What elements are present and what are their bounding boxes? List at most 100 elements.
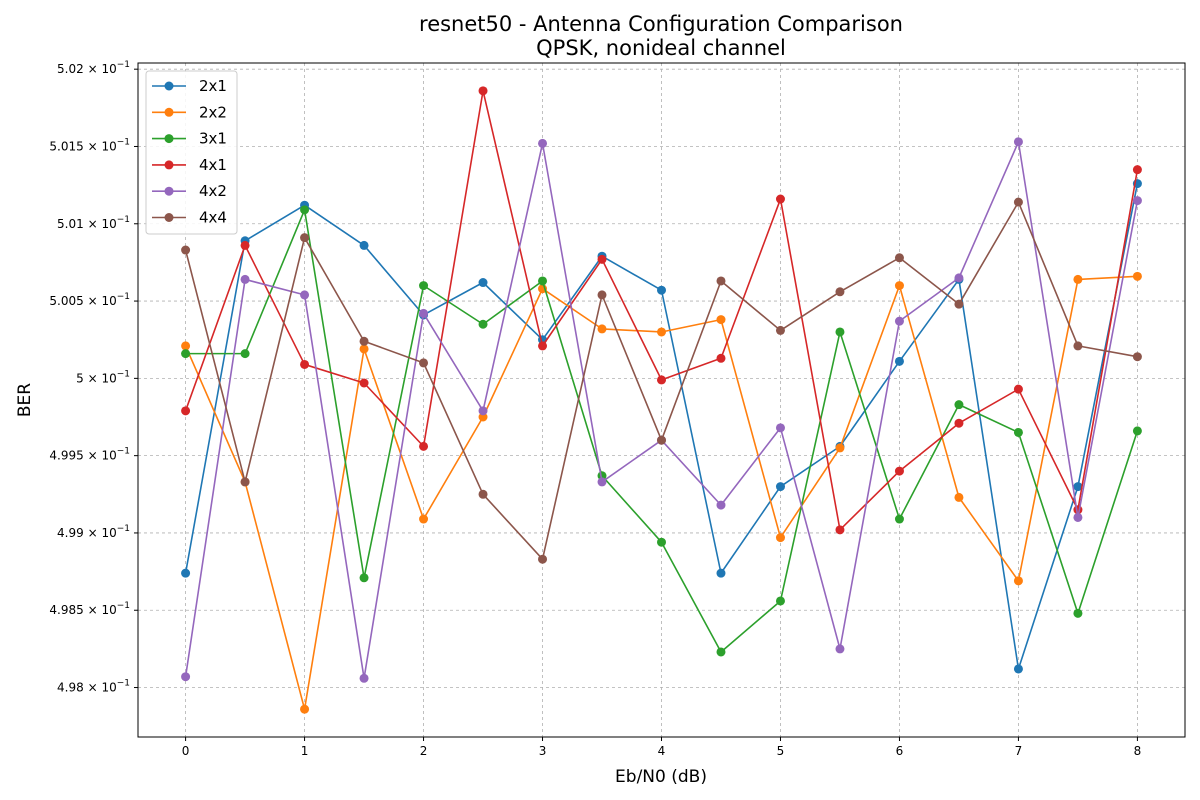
data-point [181,672,191,682]
y-tick-exponent: −1 [117,601,130,611]
y-tick-mantissa: 5.015 [49,139,83,153]
data-point [419,281,429,291]
y-tick-mantissa: 5 [76,371,84,385]
y-tick-label: 5.01 × 10−1 [57,215,130,231]
y-tick-times: × 10 [84,217,117,231]
data-point [954,299,964,309]
grid [138,63,1185,737]
y-tick-exponent: −1 [117,369,130,379]
data-point [419,308,429,318]
y-tick-label: 5.02 × 10−1 [57,60,130,76]
legend-marker [164,81,174,91]
legend-label: 4x4 [199,209,227,227]
chart-title: resnet50 - Antenna Configuration Compari… [419,12,903,36]
data-point [894,253,904,263]
data-point [657,285,666,295]
x-tick-label: 3 [539,744,547,758]
chart-subtitle: QPSK, nonideal channel [536,36,786,60]
y-tick-exponent: −1 [117,137,130,147]
x-tick-label: 7 [1015,744,1023,758]
data-point [716,315,726,325]
y-tick-mantissa: 4.98 [57,681,84,695]
y-tick-exponent: −1 [117,60,130,70]
series-2x2 [181,271,1142,714]
data-point [538,554,548,564]
data-point [419,514,429,524]
y-tick-times: × 10 [84,62,117,76]
data-point [538,138,548,148]
data-point [1073,512,1083,522]
y-tick-label: 5.015 × 10−1 [49,137,130,153]
data-point [1013,197,1023,207]
data-point [478,278,488,288]
y-tick-mantissa: 4.985 [49,603,83,617]
data-point [240,240,250,250]
data-point [1013,384,1023,394]
y-tick-times: × 10 [84,681,117,695]
data-point [1073,608,1083,618]
data-point [181,406,191,416]
data-point [657,327,666,337]
data-point [657,537,666,547]
data-point [1073,341,1083,351]
y-tick-exponent: −1 [117,447,130,457]
data-point [1013,137,1023,147]
y-tick-mantissa: 5.01 [57,217,84,231]
data-point [894,356,904,366]
data-point [359,344,369,354]
series-4x1 [181,86,1142,535]
data-point [181,349,191,359]
legend-item: 4x1 [152,156,227,174]
data-point [419,358,429,368]
data-point [478,489,488,499]
data-point [954,492,964,502]
x-tick-label: 8 [1134,744,1142,758]
x-tick-label: 4 [658,744,666,758]
data-point [300,290,310,300]
data-point [716,276,726,286]
y-tick-label: 5.005 × 10−1 [49,292,130,308]
data-point [597,290,607,300]
x-tick-label: 6 [896,744,904,758]
y-axis-title: BER [15,383,35,417]
data-point [1132,165,1142,175]
y-tick-exponent: −1 [117,215,130,225]
data-point [657,375,666,385]
data-point [894,514,904,524]
x-tick-label: 2 [420,744,428,758]
legend-item: 2x2 [152,103,227,121]
legend-label: 4x2 [199,182,227,200]
legend-marker [164,134,174,144]
data-point [1013,664,1023,674]
data-point [478,406,488,416]
data-point [1132,352,1142,362]
data-point [894,281,904,291]
x-tick-label: 5 [777,744,785,758]
y-axis: 4.98 × 10−14.985 × 10−14.99 × 10−14.995 … [49,60,138,695]
x-axis: 0 1 2 3 4 5 6 7 8 [182,737,1141,758]
data-point [1073,482,1083,492]
data-point [835,287,845,297]
data-point [538,276,548,286]
legend-item: 4x2 [152,182,227,200]
y-tick-label: 4.99 × 10−1 [57,524,130,540]
data-point [597,477,607,487]
y-tick-label: 4.985 × 10−1 [49,601,130,617]
data-point [716,353,726,363]
data-point [240,274,250,284]
series-3x1 [181,205,1142,657]
data-point [954,400,964,410]
data-point [597,324,607,334]
data-point [1132,426,1142,436]
data-point [181,341,191,351]
legend-label: 2x1 [199,77,227,95]
x-tick-label: 0 [182,744,190,758]
data-point [181,245,191,255]
data-point [775,423,785,433]
data-point [716,568,726,578]
data-point [478,86,488,96]
data-point [894,466,904,476]
y-tick-times: × 10 [84,526,117,540]
data-point [716,647,726,657]
